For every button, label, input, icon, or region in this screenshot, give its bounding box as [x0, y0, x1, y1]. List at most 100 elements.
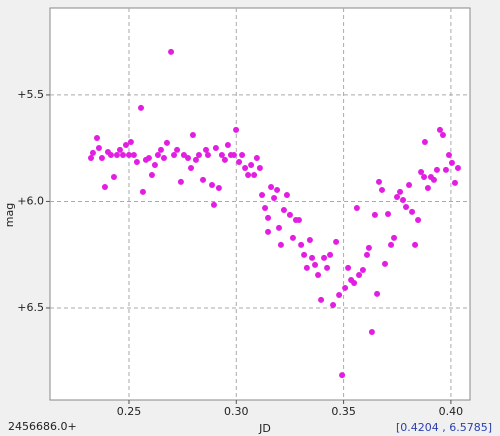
data-point	[265, 214, 272, 221]
data-point	[298, 241, 305, 248]
data-point	[177, 178, 184, 185]
data-point	[95, 144, 102, 151]
data-point	[339, 372, 346, 379]
data-point	[107, 152, 114, 158]
data-point	[174, 146, 181, 153]
data-point	[265, 228, 272, 235]
data-point	[406, 182, 413, 189]
data-point	[268, 183, 275, 190]
data-point	[415, 216, 422, 223]
x-tick-label: 0.25	[117, 405, 142, 418]
data-point	[356, 271, 363, 278]
data-point	[204, 152, 211, 158]
data-point	[101, 183, 108, 190]
data-point	[330, 301, 337, 308]
data-point	[388, 241, 395, 248]
data-point	[259, 192, 266, 199]
data-point	[271, 195, 278, 202]
data-point	[365, 244, 372, 251]
data-point	[303, 264, 310, 271]
data-point	[448, 159, 455, 166]
data-point	[215, 185, 222, 192]
data-point	[171, 152, 178, 158]
data-point	[262, 205, 269, 212]
data-point	[327, 251, 334, 258]
data-point	[312, 261, 319, 268]
data-point	[89, 149, 96, 156]
data-point	[116, 146, 123, 153]
data-point	[189, 131, 196, 138]
data-point	[188, 164, 195, 171]
data-point	[209, 182, 216, 189]
data-point	[368, 329, 375, 336]
data-point	[391, 234, 398, 241]
data-point	[345, 264, 352, 271]
data-point	[363, 251, 370, 258]
data-point	[283, 192, 290, 199]
data-point	[160, 154, 167, 161]
data-point	[242, 164, 249, 171]
x-tick-label: 0.40	[439, 405, 464, 418]
data-point	[224, 141, 231, 148]
data-point	[256, 164, 263, 171]
data-point	[125, 152, 132, 158]
data-point	[403, 203, 410, 210]
data-point	[94, 134, 101, 141]
data-point	[233, 126, 240, 133]
data-point	[195, 152, 202, 158]
data-point	[321, 254, 328, 261]
plot-area	[49, 7, 471, 401]
data-point	[130, 152, 137, 158]
data-point	[400, 196, 407, 203]
data-point	[119, 152, 126, 158]
data-point	[221, 156, 228, 163]
data-point	[113, 152, 120, 158]
data-point	[315, 271, 322, 278]
y-axis-label: mag	[3, 203, 16, 227]
data-point	[376, 178, 383, 185]
data-point	[212, 144, 219, 151]
data-point	[424, 185, 431, 192]
data-point	[218, 152, 225, 158]
data-point	[151, 162, 158, 169]
data-point	[148, 172, 155, 179]
data-point	[439, 131, 446, 138]
data-point	[286, 211, 293, 218]
data-point	[442, 166, 449, 173]
data-point	[301, 251, 308, 258]
data-point	[139, 188, 146, 195]
data-point	[430, 176, 437, 183]
data-point	[295, 216, 302, 223]
x-axis-label: JD	[258, 422, 271, 435]
data-point	[163, 139, 170, 146]
data-point	[157, 146, 164, 153]
data-point	[324, 264, 331, 271]
data-point	[371, 211, 378, 218]
x-offset-label: 2456686.0+	[8, 420, 77, 433]
data-point	[251, 172, 258, 179]
data-point	[394, 193, 401, 200]
data-point	[184, 154, 191, 161]
data-point	[309, 254, 316, 261]
data-point	[318, 296, 325, 303]
data-point	[236, 159, 243, 166]
data-point	[110, 173, 117, 180]
data-point	[133, 159, 140, 166]
data-point	[342, 284, 349, 291]
data-point	[306, 237, 313, 244]
data-point	[421, 173, 428, 180]
data-point	[275, 224, 282, 231]
data-point	[203, 146, 210, 153]
data-point	[192, 156, 199, 163]
y-tick-label: +5.5	[17, 88, 44, 101]
data-point	[145, 154, 152, 161]
y-tick-label: +6.0	[17, 194, 44, 207]
cursor-readout: [0.4204 , 6.5785]	[396, 421, 492, 434]
data-point	[418, 169, 425, 176]
data-point	[122, 141, 129, 148]
data-point	[127, 139, 134, 146]
data-point	[154, 152, 161, 158]
data-point	[280, 206, 287, 213]
data-point	[253, 154, 260, 161]
